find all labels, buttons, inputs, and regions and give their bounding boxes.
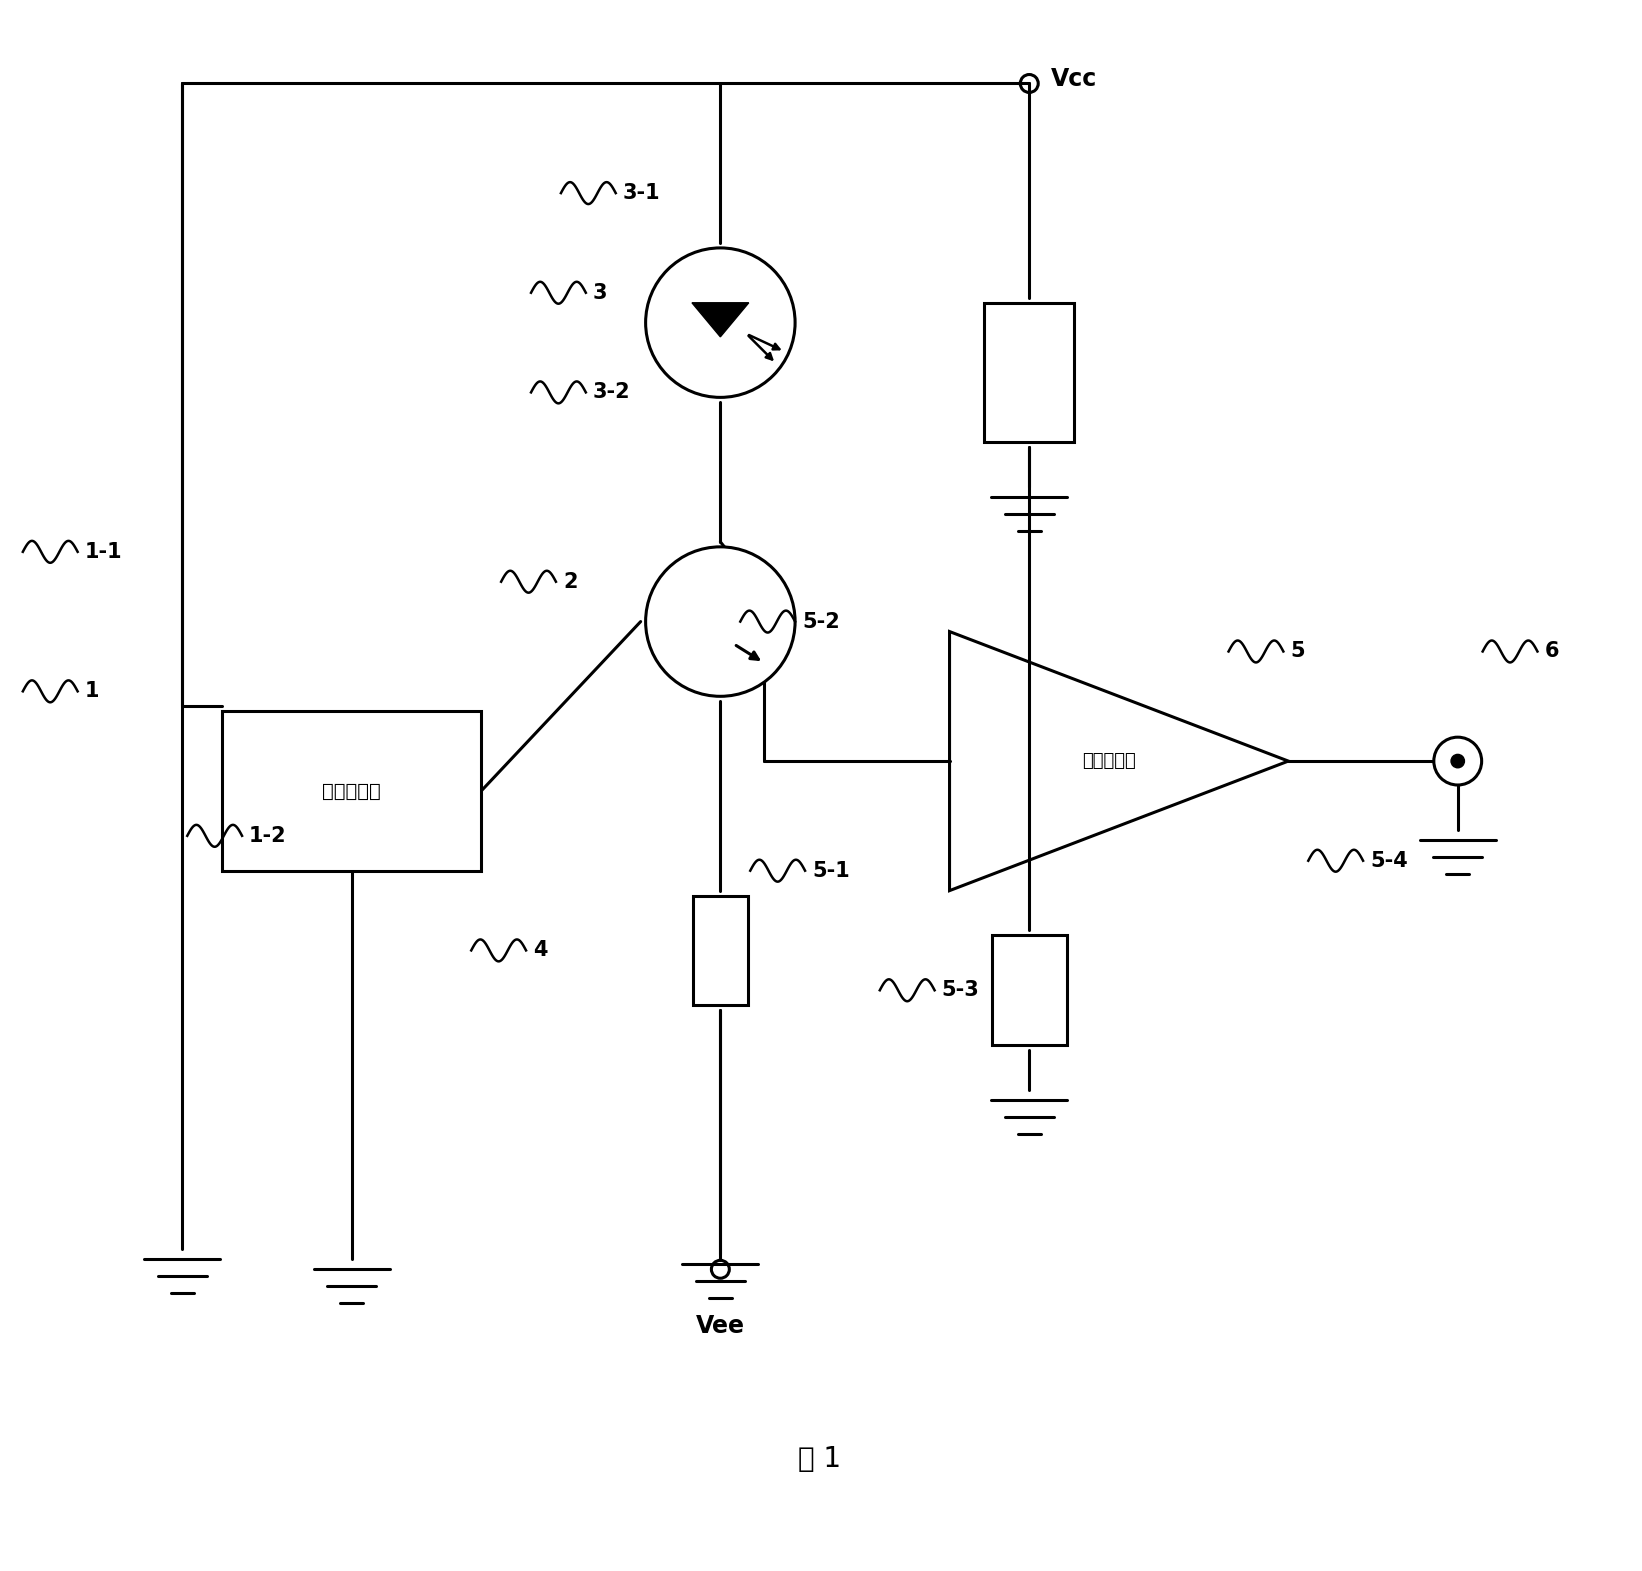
Circle shape (645, 248, 795, 397)
Text: Vee: Vee (696, 1313, 745, 1338)
Text: 5-4: 5-4 (1369, 851, 1407, 870)
Text: 2: 2 (563, 572, 578, 592)
Text: 1-1: 1-1 (85, 542, 122, 562)
Bar (222, 712, 481, 870)
Text: 1-2: 1-2 (250, 826, 287, 845)
Text: 5: 5 (1291, 641, 1305, 661)
Text: 3-2: 3-2 (593, 382, 631, 402)
Text: 1: 1 (85, 682, 99, 701)
Text: 4: 4 (534, 941, 547, 960)
Circle shape (1433, 737, 1481, 786)
Text: 5-1: 5-1 (813, 861, 851, 881)
Polygon shape (691, 303, 749, 336)
Text: 图 1: 图 1 (798, 1445, 842, 1472)
Text: 缓冲放大器: 缓冲放大器 (1082, 753, 1136, 770)
Text: 3-1: 3-1 (622, 184, 660, 203)
Text: 5-2: 5-2 (801, 611, 839, 632)
Text: 5-3: 5-3 (941, 980, 979, 1001)
Text: 6: 6 (1545, 641, 1558, 661)
Circle shape (645, 547, 795, 696)
Bar (992, 935, 1067, 1045)
Text: Vcc: Vcc (1051, 66, 1097, 91)
Circle shape (1452, 754, 1465, 768)
Text: 晶体振荡器: 晶体振荡器 (322, 781, 381, 801)
Bar (693, 895, 747, 1005)
Bar (985, 303, 1074, 441)
Text: 3: 3 (593, 283, 608, 303)
